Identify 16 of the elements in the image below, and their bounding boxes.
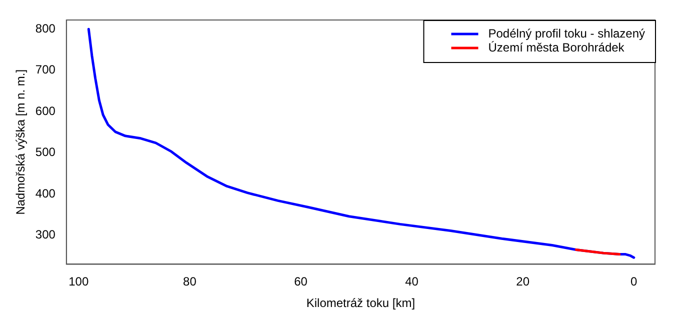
y-tick-label: 700 (35, 62, 56, 77)
legend-label: Podélný profil toku - shlazený (488, 26, 645, 40)
x-tick-label: 0 (630, 274, 638, 289)
legend-label: Území města Borohrádek (488, 40, 626, 54)
x-tick-label: 60 (294, 274, 308, 289)
x-tick-label: 80 (183, 274, 197, 289)
y-tick-label: 300 (35, 228, 56, 242)
y-tick-label: 600 (35, 104, 56, 118)
y-axis-title: Nadmořská výška [m n. m.] (14, 69, 28, 215)
y-tick-label: 400 (35, 186, 56, 200)
x-tick-label: 20 (516, 274, 530, 289)
x-tick-label: 40 (405, 274, 419, 289)
y-tick-label: 800 (35, 21, 56, 36)
x-axis-title: Kilometráž toku [km] (306, 296, 416, 310)
x-tick-label: 100 (68, 274, 89, 289)
y-tick-label: 500 (35, 145, 56, 160)
